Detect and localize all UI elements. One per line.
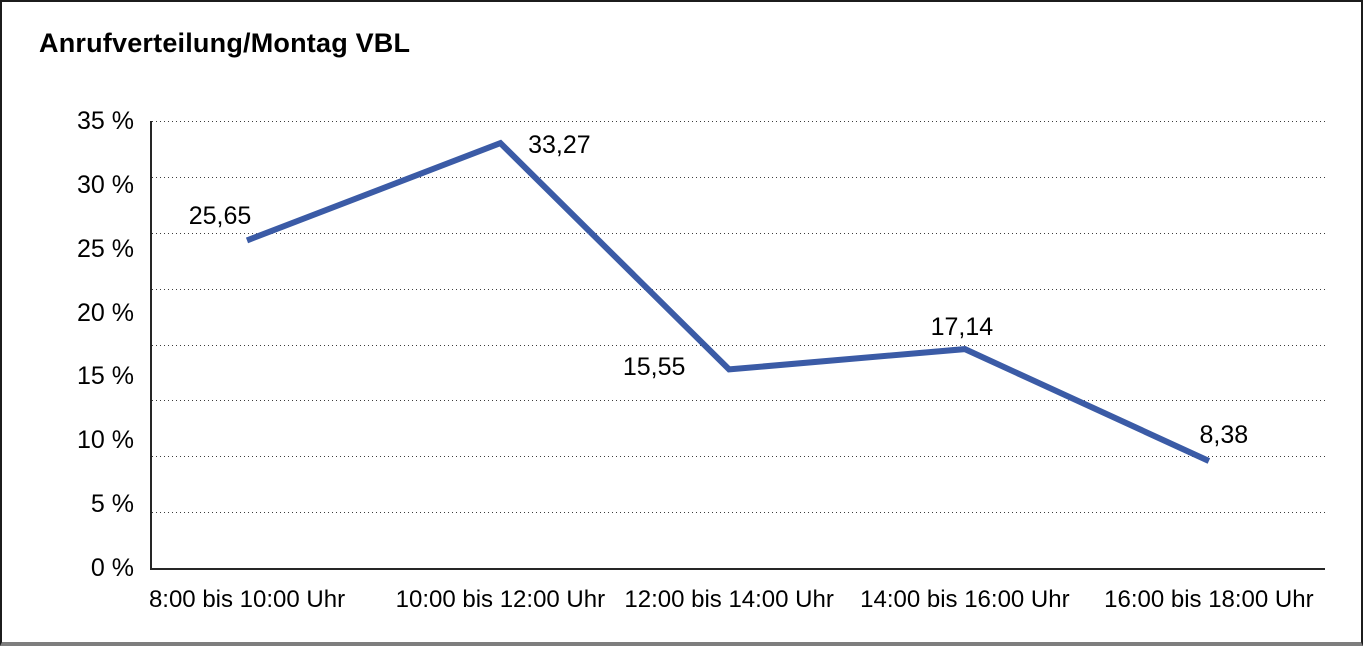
y-axis-tick-label: 0 % [90, 554, 134, 582]
value-label: 15,55 [622, 353, 686, 382]
gridline [152, 288, 1325, 290]
y-axis-tick-label: 10 % [77, 426, 134, 455]
y-axis-tick-label: 35 % [77, 107, 134, 135]
data-line [245, 139, 1211, 464]
x-axis-category-label: 8:00 bis 10:00 Uhr [148, 586, 346, 613]
gridline [152, 400, 1325, 402]
gridline [152, 176, 1325, 178]
gridline [152, 344, 1325, 346]
y-axis-tick-label: 25 % [77, 234, 134, 263]
x-axis-category-label: 12:00 bis 14:00 Uhr [624, 586, 834, 613]
x-axis-category-label: 10:00 bis 12:00 Uhr [395, 586, 606, 613]
chart-title: Anrufverteilung/Montag VBL [39, 28, 411, 58]
value-label: 17,14 [930, 313, 994, 342]
y-axis-tick-label: 5 % [90, 490, 134, 519]
y-axis-tick-label: 20 % [77, 298, 134, 327]
y-axis-tick-label: 30 % [77, 170, 134, 199]
plot-area: 25,65 33,27 15,55 17,14 8,38 [150, 121, 1325, 570]
gridline [152, 456, 1325, 458]
line-chart-svg [245, 139, 1211, 464]
gridline [152, 121, 1325, 122]
y-axis-tick-label: 15 % [77, 362, 134, 391]
gridline [152, 512, 1325, 514]
value-label: 33,27 [528, 131, 591, 160]
gridline [152, 232, 1325, 234]
x-axis-category-label: 16:00 bis 18:00 Uhr [1104, 586, 1314, 613]
value-label: 8,38 [1199, 420, 1249, 449]
x-axis-category-label: 14:00 bis 16:00 Uhr [860, 586, 1070, 613]
value-label: 25,65 [188, 202, 252, 231]
